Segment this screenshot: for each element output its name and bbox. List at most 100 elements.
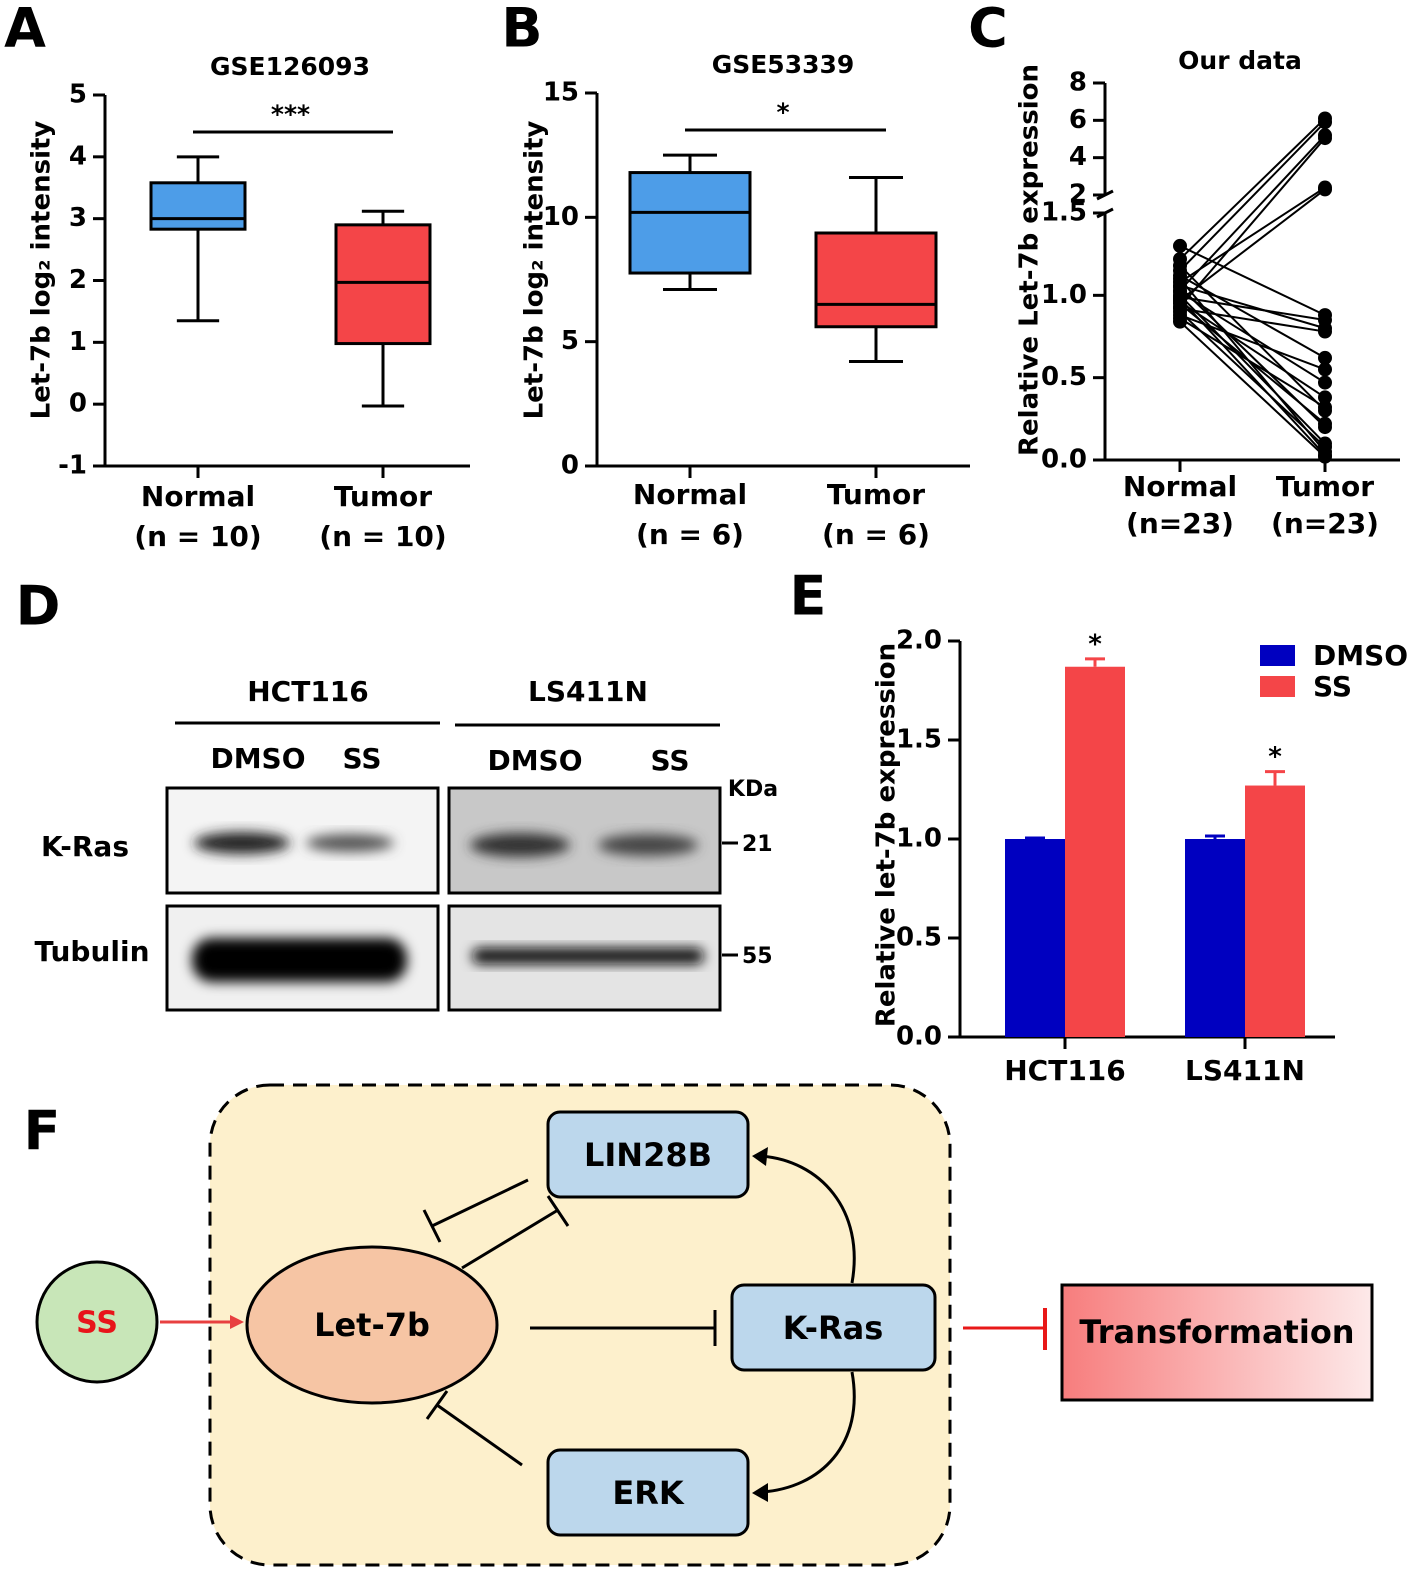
pair-line [1179,117,1326,260]
point [1173,238,1187,253]
point [1318,313,1332,328]
panel-letter: D [16,575,61,638]
y-axis-label: Let-7b log₂ intensity [27,121,57,420]
node [245,1245,499,1405]
chart-title: GSE53339 [712,50,855,79]
box [814,231,938,329]
y-tick-label: 15 [543,78,579,108]
y-tick-label: -1 [58,451,87,481]
band [472,948,704,964]
bar [1185,839,1245,1037]
band [470,833,570,857]
panel-letter: C [968,0,1008,60]
box [334,223,432,346]
lane-label: SS [650,744,689,777]
inhibit-bar [546,1195,570,1227]
point [1318,375,1332,390]
row-label: K-Ras [41,830,129,863]
bar [1245,785,1305,1037]
point [1173,314,1187,329]
node [546,1448,750,1537]
y-tick-label: 3 [69,203,87,233]
lane-label: SS [342,742,381,775]
y-axis-label: Relative Let-7b expression [1015,64,1045,456]
point [1318,131,1332,146]
bar [1065,666,1125,1037]
legend-label: DMSO [1313,639,1408,672]
size-label: 55 [742,944,773,969]
box [628,171,752,275]
x-tick-label: Tumor [1276,470,1374,503]
pair-line [1179,121,1326,272]
chart-title: Our data [1178,46,1302,75]
size-label: 21 [742,832,773,857]
y-axis-label: Relative let-7b expression [872,643,902,1027]
significance: * [776,98,789,127]
y-tick-label: 0 [561,451,579,481]
lane-label: DMSO [487,744,582,777]
arrow-head [752,1147,768,1166]
band [598,834,698,856]
pair-line [1179,317,1326,409]
node [1060,1283,1374,1402]
node-label: LIN28B [584,1136,712,1174]
y-tick-label: 1.0 [1041,280,1087,310]
point [1318,416,1332,431]
node-label: SS [76,1306,118,1341]
y-tick-label: 0.5 [1041,362,1087,392]
panel-letter: F [24,1100,61,1163]
inhibit-edge [461,1208,559,1270]
node [730,1283,937,1372]
pair-line [1179,301,1326,399]
y-tick-label: 1 [69,327,87,357]
pair-line [1179,284,1326,330]
diagram-panel: F SS Let-7b LIN28B K-Ras ERK Transformat… [24,1083,1374,1567]
pair-line [1179,294,1326,445]
y-tick-label: 8 [1069,68,1087,98]
x-tick-label: HCT116 [1004,1054,1126,1087]
y-tick-label: 2.0 [896,626,942,656]
legend-swatch [1260,676,1295,697]
lane-label: DMSO [210,742,305,775]
pair-line [1179,307,1326,333]
band [194,832,290,854]
panel-letter: B [501,0,542,60]
x-tick-label: Tumor [334,480,432,513]
pair-line [1179,295,1326,322]
activate-edge [759,1154,856,1284]
point [1318,390,1332,405]
point [1318,362,1332,377]
arrow-head [230,1315,244,1329]
x-tick-note: (n = 10) [319,520,446,553]
annotation: * [1088,629,1102,659]
pair-line [1179,291,1326,384]
y-tick-label: 0.5 [896,923,942,953]
x-tick-label: Normal [1123,470,1237,503]
activate-edge [761,1371,856,1494]
x-tick-label: Normal [633,478,747,511]
inhibit-bar [425,1390,449,1420]
x-tick-note: (n = 6) [636,518,744,551]
y-tick-label: 6 [1069,105,1087,135]
legend-label: SS [1313,670,1352,703]
y-tick-label: 0.0 [896,1022,942,1052]
y-tick-label: 0 [69,389,87,419]
y-tick-label: 4 [69,141,87,171]
point [1318,115,1332,130]
annotation: * [1268,742,1282,772]
pair-line [1179,137,1326,308]
y-tick-label: 5 [561,326,579,356]
edges [422,1154,856,1494]
pair-line [1179,245,1326,316]
node-label: K-Ras [783,1309,884,1347]
group-label: LS411N [528,675,648,708]
y-tick-label: 2 [1069,180,1087,210]
point [1318,400,1332,415]
group-label: HCT116 [247,675,369,708]
pair-line [1179,188,1326,302]
arrow-head [752,1483,768,1502]
x-tick-note: (n=23) [1271,507,1379,540]
y-tick-label: 1.5 [1041,198,1087,228]
point [1318,324,1332,339]
